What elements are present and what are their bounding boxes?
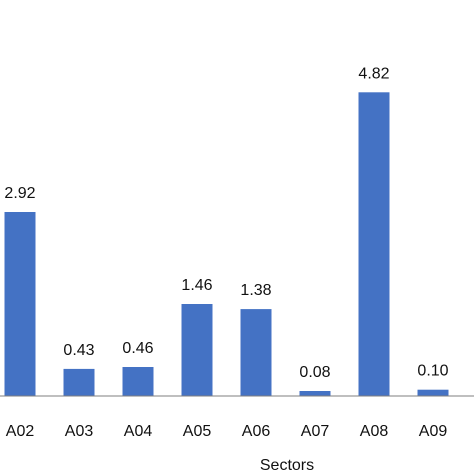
x-tick-label-a05: A05 — [183, 423, 212, 440]
x-tick-label-a03: A03 — [65, 423, 94, 440]
data-label-a05: 1.46 — [181, 277, 212, 294]
bars-group — [4, 92, 449, 397]
x-tick-label-a02: A02 — [6, 423, 35, 440]
bar-a05 — [181, 304, 213, 396]
bar-a03 — [63, 368, 95, 396]
bar-a04 — [122, 367, 154, 396]
bar-a02 — [4, 212, 36, 396]
bar-a06 — [240, 309, 272, 396]
x-tick-label-a08: A08 — [360, 423, 389, 440]
x-tick-label-a06: A06 — [242, 423, 271, 440]
bar-a08 — [358, 92, 390, 397]
x-tick-label-a07: A07 — [301, 423, 330, 440]
data-label-a06: 1.38 — [240, 282, 271, 299]
x-tick-label-a09: A09 — [419, 423, 448, 440]
x-axis-title: Sectors — [260, 457, 314, 474]
data-label-a08: 4.82 — [358, 65, 389, 82]
data-label-a09: 0.10 — [417, 363, 448, 380]
data-label-a02: 2.92 — [4, 185, 35, 202]
data-labels-group: 2.92 0.43 0.46 1.46 1.38 0.08 4.82 0.10 — [4, 65, 448, 381]
x-tick-label-a04: A04 — [124, 423, 153, 440]
bar-a09 — [417, 389, 449, 396]
data-label-a04: 0.46 — [122, 340, 153, 357]
bar-a07 — [299, 391, 331, 396]
x-tick-labels-group: A02 A03 A04 A05 A06 A07 A08 A09 — [6, 423, 448, 440]
data-label-a03: 0.43 — [63, 342, 94, 359]
data-label-a07: 0.08 — [299, 364, 330, 381]
